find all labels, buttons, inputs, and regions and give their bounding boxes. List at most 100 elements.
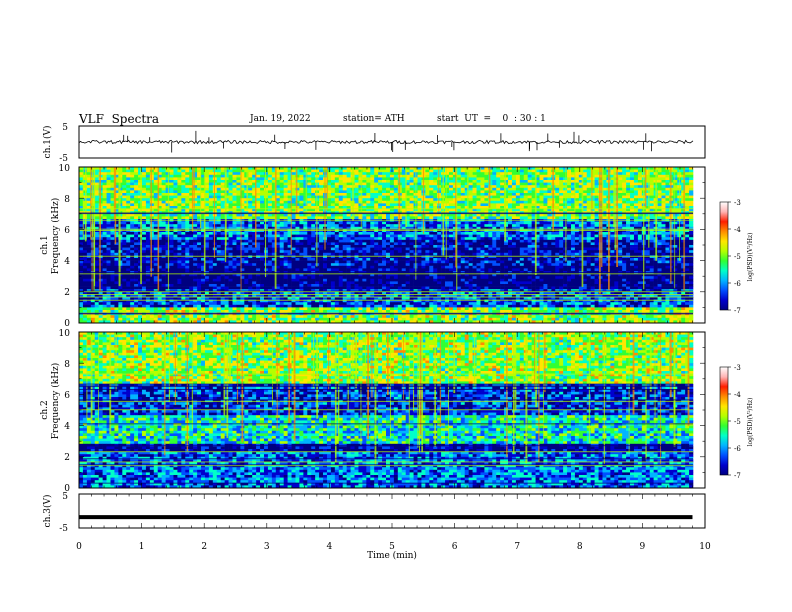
spectrogram-cell bbox=[582, 234, 588, 238]
spectrogram-cell bbox=[515, 182, 521, 186]
spectrogram-cell bbox=[433, 239, 438, 243]
spectrogram-cell bbox=[496, 198, 501, 202]
spectrogram-cell bbox=[633, 232, 639, 235]
spectrogram-cell bbox=[181, 203, 186, 207]
spectrogram-cell bbox=[346, 247, 351, 251]
spectrogram-cell bbox=[433, 232, 438, 235]
spectrogram-cell bbox=[559, 203, 564, 207]
spectrogram-cell bbox=[110, 234, 115, 238]
spectrogram-cell bbox=[338, 177, 344, 181]
spectrogram-cell bbox=[232, 169, 237, 173]
spectrogram-cell bbox=[425, 167, 430, 170]
spectrogram-cell bbox=[319, 232, 324, 235]
spectrogram-cell bbox=[248, 195, 253, 199]
spectrogram-cell bbox=[197, 195, 202, 199]
spectrogram-cell bbox=[389, 234, 395, 238]
spectrogram-cell bbox=[567, 232, 572, 235]
spectrogram-cell bbox=[472, 247, 477, 251]
spectrogram-cell bbox=[177, 203, 182, 207]
spectrogram-cell bbox=[673, 200, 678, 204]
spectrogram-cell bbox=[401, 208, 406, 212]
spectrogram-cell bbox=[586, 187, 591, 191]
spectrogram-cell bbox=[201, 193, 206, 196]
spectrogram-cell bbox=[500, 198, 505, 202]
spectrogram-cell bbox=[374, 198, 379, 202]
spectrogram-cell bbox=[342, 169, 347, 173]
spectrogram-cell bbox=[480, 203, 485, 207]
spectrogram-cell bbox=[468, 234, 473, 238]
spectrogram-cell bbox=[370, 169, 375, 173]
spectrogram-cell bbox=[260, 172, 265, 176]
spectrogram-cell bbox=[334, 224, 340, 228]
spectrogram-cell bbox=[405, 247, 410, 251]
spectrogram-cell bbox=[130, 221, 135, 225]
spectrogram-cell bbox=[531, 216, 536, 220]
spectrogram-cell bbox=[433, 177, 438, 181]
spectrogram-cell bbox=[468, 172, 473, 176]
spectrogram-cell bbox=[299, 237, 304, 241]
spectrogram-cell bbox=[476, 216, 481, 220]
spectrogram-cell bbox=[141, 213, 147, 217]
spectrogram-cell bbox=[279, 232, 284, 235]
spectrogram-cell bbox=[311, 193, 316, 196]
spectrogram-cell bbox=[649, 234, 654, 238]
spectrogram-cell bbox=[260, 221, 265, 225]
spectrogram-cell bbox=[437, 247, 442, 251]
spectrogram-cell bbox=[637, 195, 643, 199]
spectrogram-cell bbox=[366, 239, 371, 243]
spectrogram-cell bbox=[555, 198, 560, 202]
spectrogram-cell bbox=[177, 198, 182, 202]
spectrogram-cell bbox=[535, 182, 540, 186]
spectrogram-cell bbox=[283, 180, 288, 183]
spectrogram-cell bbox=[559, 237, 564, 241]
spectrogram-cell bbox=[480, 213, 485, 217]
spectrogram-cell bbox=[547, 213, 552, 217]
spectrogram-cell bbox=[299, 190, 304, 194]
spectrogram-cell bbox=[204, 177, 210, 181]
spectrogram-cell bbox=[197, 190, 202, 194]
spectrogram-cell bbox=[433, 174, 438, 178]
spectrogram-cell bbox=[122, 216, 127, 220]
spectrogram-cell bbox=[141, 190, 147, 194]
spectrogram-cell bbox=[472, 245, 477, 248]
spectrogram-cell bbox=[248, 174, 253, 178]
spectrogram-cell bbox=[220, 216, 225, 220]
spectrogram-cell bbox=[366, 169, 371, 173]
spectrogram-cell bbox=[271, 208, 277, 212]
spectrogram-cell bbox=[208, 221, 214, 225]
spectrogram-cell bbox=[492, 221, 497, 225]
spectrogram-cell bbox=[122, 203, 127, 207]
spectrogram-cell bbox=[445, 216, 450, 220]
spectrogram-cell bbox=[287, 239, 292, 243]
spectrogram-cell bbox=[531, 232, 536, 235]
spectrogram-cell bbox=[570, 208, 576, 212]
spectrogram-cell bbox=[630, 232, 635, 235]
spectrogram-cell bbox=[216, 226, 221, 230]
spectrogram-cell bbox=[165, 226, 170, 230]
spectrogram-cell bbox=[555, 187, 560, 191]
spectrogram-cell bbox=[216, 216, 221, 220]
spectrogram-cell bbox=[519, 226, 525, 230]
spectrogram-cell bbox=[386, 221, 391, 225]
spectrogram-cell bbox=[311, 177, 316, 181]
spectrogram-cell bbox=[197, 182, 202, 186]
spectrogram-cell bbox=[307, 239, 312, 243]
spectrogram-cell bbox=[610, 182, 615, 186]
spectrogram-cell bbox=[504, 203, 509, 207]
spectrogram-cell bbox=[480, 206, 485, 209]
spectrogram-cell bbox=[224, 167, 229, 170]
spectrogram-cell bbox=[240, 200, 245, 204]
spectrogram-cell bbox=[504, 190, 509, 194]
spectrogram-cell bbox=[267, 245, 273, 248]
spectrogram-cell bbox=[94, 182, 99, 186]
spectrogram-cell bbox=[279, 213, 284, 217]
spectrogram-cell bbox=[102, 195, 107, 199]
spectrogram-cell bbox=[299, 185, 304, 189]
spectrogram-cell bbox=[570, 226, 576, 230]
spectrogram-cell bbox=[649, 245, 654, 248]
spectrogram-cell bbox=[661, 237, 666, 241]
spectrogram-cell bbox=[409, 221, 414, 225]
spectrogram-cell bbox=[311, 174, 316, 178]
spectrogram-cell bbox=[555, 169, 560, 173]
spectrogram-cell bbox=[303, 232, 308, 235]
